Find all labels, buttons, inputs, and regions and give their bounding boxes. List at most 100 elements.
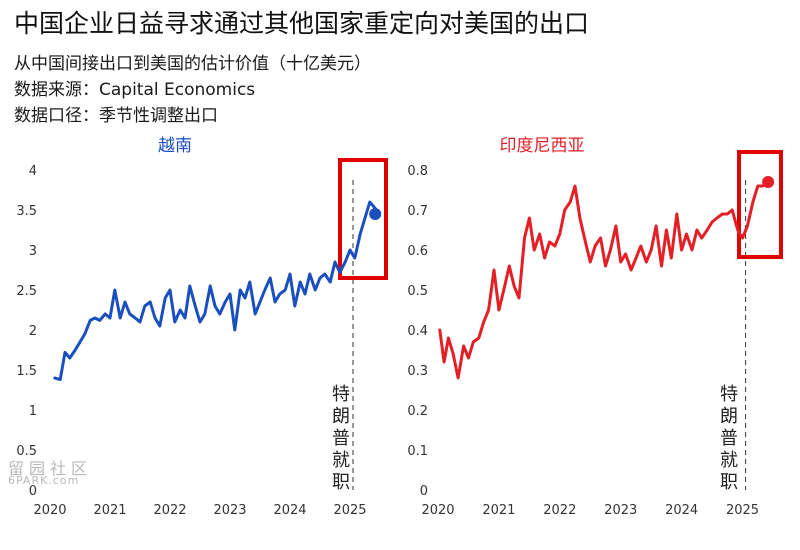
indonesia-data-point [503, 289, 505, 291]
indonesia-data-point [691, 249, 693, 251]
vietnam-data-point [369, 201, 371, 203]
vietnam-data-point [224, 301, 226, 303]
indonesia-data-point [645, 261, 647, 263]
vietnam-data-point [109, 317, 111, 319]
indonesia-data-point [463, 345, 465, 347]
indonesia-xtick-label: 2022 [543, 503, 576, 518]
vietnam-data-point [94, 317, 96, 319]
vietnam-data-point [149, 301, 151, 303]
indonesia-data-point [762, 185, 764, 187]
vietnam-xtick-label: 2024 [273, 503, 306, 518]
indonesia-data-point [513, 285, 515, 287]
indonesia-ytick-label: 0.1 [407, 444, 428, 459]
vietnam-data-point [364, 217, 366, 219]
indonesia-data-point [630, 269, 632, 271]
indonesia-latest-point [762, 176, 775, 188]
indonesia-data-point [574, 185, 576, 187]
vietnam-data-point [359, 233, 361, 235]
vietnam-data-point [209, 285, 211, 287]
indonesia-data-point [452, 353, 454, 355]
indonesia-data-point [620, 261, 622, 263]
indonesia-data-point [579, 217, 581, 219]
vietnam-data-point [74, 349, 76, 351]
vietnam-data-point [334, 261, 336, 263]
vietnam-data-point [304, 293, 306, 295]
indonesia-xtick-label: 2025 [726, 503, 759, 518]
vietnam-data-point [59, 379, 61, 381]
vietnam-data-point [324, 273, 326, 275]
data-source: 数据来源：Capital Economics [14, 80, 256, 100]
vietnam-data-point [249, 281, 251, 283]
vietnam-data-point [89, 319, 91, 321]
indonesia-data-point [564, 209, 566, 211]
vietnam-ytick-label: 0 [29, 484, 37, 499]
vietnam-data-point [164, 297, 166, 299]
indonesia-ytick-label: 0.4 [407, 324, 428, 339]
vietnam-data-point [254, 313, 256, 315]
vietnam-series-line [53, 200, 377, 382]
data-note: 数据口径：季节性调整出口 [14, 106, 218, 126]
vietnam-data-point [279, 293, 281, 295]
vietnam-data-point [289, 273, 291, 275]
vietnam-data-point [119, 317, 121, 319]
indonesia-data-point [615, 225, 617, 227]
indonesia-xtick-label: 2020 [421, 503, 454, 518]
vietnam-ytick-label: 1.5 [16, 364, 37, 379]
indonesia-data-point [655, 225, 657, 227]
watermark-url: 6PARK.com [8, 474, 80, 487]
vietnam-data-point [274, 301, 276, 303]
vietnam-data-point [264, 289, 266, 291]
vietnam-data-point [314, 289, 316, 291]
indonesia-data-point [711, 221, 713, 223]
vietnam-xtick-label: 2025 [333, 503, 366, 518]
indonesia-data-point [528, 217, 530, 219]
indonesia-data-point [498, 309, 500, 311]
vietnam-data-point [104, 313, 106, 315]
indonesia-xtick-label: 2023 [604, 503, 637, 518]
vietnam-data-point [139, 321, 141, 323]
indonesia-data-point [457, 377, 459, 379]
indonesia-data-point [569, 201, 571, 203]
vietnam-data-point [259, 301, 261, 303]
vietnam-data-point [349, 249, 351, 251]
vietnam-data-point [214, 305, 216, 307]
vietnam-data-point [69, 357, 71, 359]
indonesia-data-point [665, 229, 667, 231]
vietnam-ytick-label: 2 [29, 324, 37, 339]
indonesia-data-point [483, 321, 485, 323]
vietnam-data-point [244, 297, 246, 299]
vietnam-data-point [234, 329, 236, 331]
indonesia-data-point [523, 237, 525, 239]
vietnam-data-point [344, 261, 346, 263]
indonesia-data-point [670, 257, 672, 259]
indonesia-data-point [676, 213, 678, 215]
vietnam-data-point [219, 313, 221, 315]
indonesia-ytick-label: 0.8 [407, 164, 428, 179]
indonesia-data-point [488, 309, 490, 311]
indonesia-ytick-label: 0.5 [407, 284, 428, 299]
indonesia-panel-title: 印度尼西亚 [500, 136, 585, 156]
vietnam-data-point [204, 313, 206, 315]
vietnam-data-point [229, 293, 231, 295]
indonesia-data-point [544, 257, 546, 259]
vietnam-data-point [124, 301, 126, 303]
indonesia-data-point [584, 241, 586, 243]
vietnam-data-point [174, 321, 176, 323]
vietnam-data-point [319, 277, 321, 279]
vietnam-data-point [129, 313, 131, 315]
chart-title: 中国企业日益寻求通过其他国家重定向对美国的出口 [14, 9, 590, 38]
vietnam-data-point [269, 277, 271, 279]
indonesia-annotation-text: 特朗普就职 [720, 384, 738, 493]
watermark-text: 留园社区 [8, 459, 93, 478]
vietnam-data-point [294, 305, 296, 307]
indonesia-data-point [726, 213, 728, 215]
indonesia-data-point [518, 297, 520, 299]
indonesia-data-point [746, 225, 748, 227]
vietnam-xtick-label: 2021 [93, 503, 126, 518]
indonesia-data-point [686, 233, 688, 235]
indonesia-data-point [447, 337, 449, 339]
vietnam-ytick-label: 2.5 [16, 284, 37, 299]
vietnam-data-point [339, 271, 341, 273]
indonesia-data-point [650, 249, 652, 251]
